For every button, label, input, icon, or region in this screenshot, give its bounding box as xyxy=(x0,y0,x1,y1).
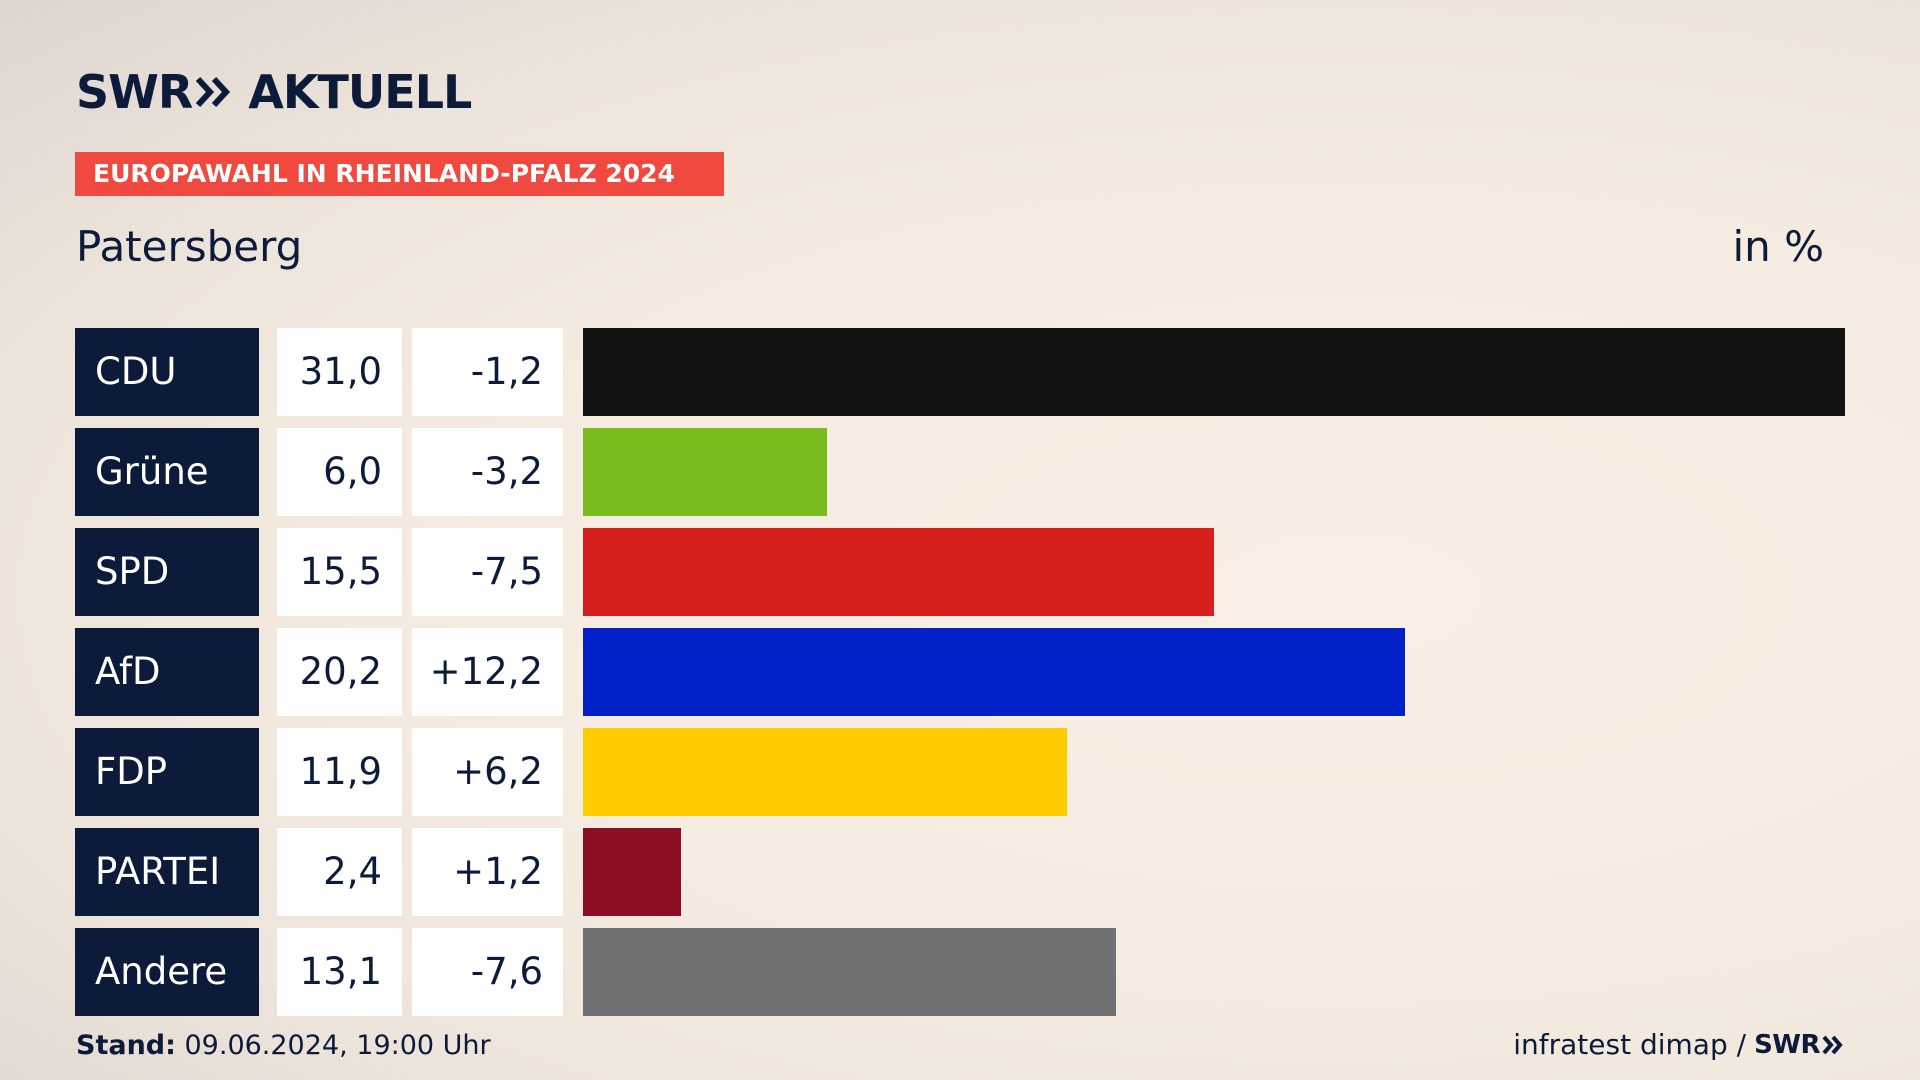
footer-swr-text: SWR xyxy=(1754,1029,1820,1060)
party-label: CDU xyxy=(75,328,259,416)
vote-change-value: +12,2 xyxy=(412,628,563,716)
vote-change-value: -7,6 xyxy=(412,928,563,1016)
party-row-grüne: Grüne 6,0 -3,2 xyxy=(75,428,1845,516)
party-row-partei: PARTEI 2,4 +1,2 xyxy=(75,828,1845,916)
party-label: SPD xyxy=(75,528,259,616)
election-banner: EUROPAWAHL IN RHEINLAND-PFALZ 2024 xyxy=(75,152,724,196)
source-credit: infratest dimap / SWR xyxy=(1513,1028,1844,1061)
party-label: Andere xyxy=(75,928,259,1016)
double-chevron-icon xyxy=(196,76,231,108)
vote-change-value: +6,2 xyxy=(412,728,563,816)
stand-value: 09.06.2024, 19:00 Uhr xyxy=(175,1030,491,1061)
party-row-andere: Andere 13,1 -7,6 xyxy=(75,928,1845,1016)
bar-grüne xyxy=(583,428,827,516)
vote-share-value: 6,0 xyxy=(277,428,402,516)
party-label: FDP xyxy=(75,728,259,816)
bar-afd xyxy=(583,628,1405,716)
vote-change-value: -1,2 xyxy=(412,328,563,416)
vote-share-value: 15,5 xyxy=(277,528,402,616)
swr-aktuell-logo: SWR AKTUELL xyxy=(76,65,472,119)
vote-share-value: 2,4 xyxy=(277,828,402,916)
party-row-fdp: FDP 11,9 +6,2 xyxy=(75,728,1845,816)
logo-aktuell-text: AKTUELL xyxy=(248,65,472,119)
vote-share-value: 31,0 xyxy=(277,328,402,416)
bar-fdp xyxy=(583,728,1067,816)
bar-andere xyxy=(583,928,1116,1016)
footer-swr-logo: SWR xyxy=(1754,1030,1844,1060)
bar-partei xyxy=(583,828,681,916)
party-label: Grüne xyxy=(75,428,259,516)
party-row-afd: AfD 20,2 +12,2 xyxy=(75,628,1845,716)
source-text: infratest dimap / xyxy=(1513,1028,1747,1061)
stand-label: Stand: xyxy=(76,1030,176,1061)
location-title: Patersberg xyxy=(76,222,303,271)
bar-cdu xyxy=(583,328,1845,416)
vote-change-value: +1,2 xyxy=(412,828,563,916)
party-label: PARTEI xyxy=(75,828,259,916)
double-chevron-icon xyxy=(1822,1035,1843,1054)
vote-share-value: 20,2 xyxy=(277,628,402,716)
vote-share-value: 11,9 xyxy=(277,728,402,816)
bar-spd xyxy=(583,528,1214,616)
party-row-spd: SPD 15,5 -7,5 xyxy=(75,528,1845,616)
vote-share-value: 13,1 xyxy=(277,928,402,1016)
party-label: AfD xyxy=(75,628,259,716)
unit-label: in % xyxy=(1732,222,1824,271)
vote-change-value: -3,2 xyxy=(412,428,563,516)
timestamp: Stand: 09.06.2024, 19:00 Uhr xyxy=(76,1030,491,1061)
logo-swr-text: SWR xyxy=(76,65,193,119)
party-row-cdu: CDU 31,0 -1,2 xyxy=(75,328,1845,416)
vote-change-value: -7,5 xyxy=(412,528,563,616)
